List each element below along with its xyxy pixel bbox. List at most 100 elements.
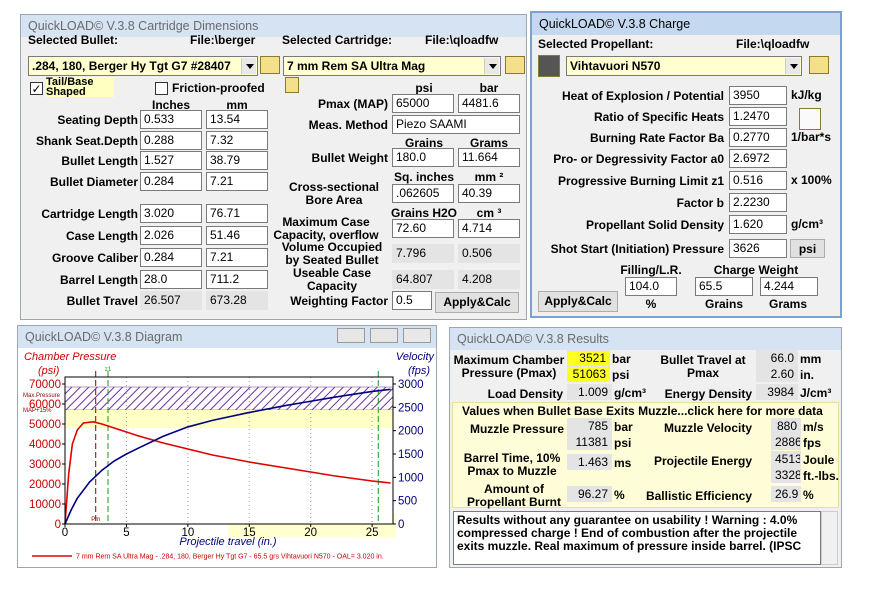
input-field[interactable]: 76.71 [206,204,268,223]
input-field[interactable]: 4.714 [458,219,520,238]
input-field[interactable]: Piezo SAAMI [392,115,520,134]
input-field[interactable]: 28.0 [140,270,202,289]
input-field[interactable]: 180.0 [392,148,454,167]
label: psi [415,81,433,95]
dropdown-arrow[interactable] [241,58,256,74]
label: Charge Weight [713,263,799,277]
input-field[interactable]: 26.507 [140,291,202,310]
input-field[interactable]: 104.0 [625,277,677,296]
apply-button[interactable]: Apply&Calc [538,291,618,312]
input-field[interactable]: 0.288 [140,131,202,150]
scrollbar[interactable] [821,511,838,565]
input-field[interactable]: 7.21 [206,248,268,267]
unit: x 100% [791,173,832,187]
label: Grains [404,136,443,150]
input-field[interactable]: 0.284 [140,248,202,267]
input-field[interactable]: 3626 [729,239,787,258]
unit: mm [800,352,822,366]
input-field[interactable]: 40.39 [458,184,520,203]
label: Volume Occupied by Seated Bullet [281,240,383,267]
folder-button[interactable] [809,56,829,74]
input-field[interactable]: 1.620 [729,215,787,234]
unit: g/cm³ [791,217,824,231]
input-field[interactable]: 65.5 [695,277,753,296]
label: bar [479,81,499,95]
label: Bullet Diameter [49,175,138,189]
minimize-button[interactable] [337,328,365,343]
dropdown[interactable]: Vihtavuori N570 [566,56,802,76]
section-header[interactable]: Values when Bullet Base Exits Muzzle...c… [462,404,823,418]
input-field[interactable]: 51.46 [206,226,268,245]
input-field: 26.9 [771,486,801,502]
input-field[interactable]: 7.796 [392,244,454,263]
input-field[interactable]: 1.2470 [729,107,787,126]
calc-icon[interactable] [285,77,299,93]
unit: ms [614,456,632,470]
input-field[interactable]: .062605 [392,184,454,203]
input-field[interactable]: 2.2230 [729,193,787,212]
plot-icon[interactable] [799,108,821,130]
unit: in. [800,368,814,382]
label: Burning Rate Factor Ba [589,131,724,145]
input-field[interactable]: 0.2770 [729,128,787,147]
title-bar: QuickLOAD© V.3.8 Charge [532,13,840,35]
input-field[interactable]: 2.026 [140,226,202,245]
dropdown[interactable]: .284, 180, Berger Hy Tgt G7 #28407 [28,56,258,76]
input-field: 66.0 [756,350,798,366]
input-field[interactable]: 1.527 [140,151,202,170]
label: Maximum Case Capacity, overflow [273,215,379,242]
input-field[interactable]: 72.60 [392,219,454,238]
input-field[interactable]: 3.020 [140,204,202,223]
apply-button[interactable]: Apply&Calc [435,292,519,313]
input-field[interactable]: 711.2 [206,270,268,289]
input-field[interactable]: 11.664 [458,148,520,167]
folder-button[interactable] [260,56,280,74]
message-box[interactable]: Results without any guarantee on usabili… [453,511,821,565]
input-field[interactable]: 0.516 [729,171,787,190]
unit: bar [614,420,633,434]
close-button[interactable] [403,328,431,343]
unit-button[interactable]: psi [790,239,825,258]
input-field[interactable]: 0.284 [140,172,202,191]
input-field[interactable]: 0.506 [458,244,520,263]
input-field[interactable]: 0.5 [392,291,432,310]
input-field[interactable]: 3950 [729,86,787,105]
dropdown[interactable]: 7 mm Rem SA Ultra Mag [283,56,501,76]
label: Grains [704,297,743,311]
label: Energy Density [664,387,752,401]
label: Selected Bullet: [28,33,119,47]
input-field[interactable]: 64.807 [392,270,454,289]
maximize-button[interactable] [370,328,398,343]
label: Case Length [65,229,138,243]
input-field[interactable]: 38.79 [206,151,268,170]
propellant-icon [538,55,560,77]
input-field[interactable]: 65000 [392,94,454,113]
label: Barrel Length [59,273,138,287]
unit: % [614,488,625,502]
input-field[interactable]: 7.21 [206,172,268,191]
dropdown-arrow[interactable] [785,58,800,74]
checkbox[interactable] [155,82,168,95]
input-field[interactable]: 7.32 [206,131,268,150]
unit: psi [614,436,632,450]
input-field[interactable]: 13.54 [206,110,268,129]
label: mm [226,98,248,112]
input-field[interactable]: 0.533 [140,110,202,129]
input-field[interactable]: 4481.6 [458,94,520,113]
input-field[interactable]: 2.6972 [729,149,787,168]
label: Cross-sectional Bore Area [288,180,380,207]
diagram-window: QuickLOAD© V.3.8 Diagram [17,325,437,568]
input-field[interactable]: 673.28 [206,291,268,310]
label: Heat of Explosion / Potential [561,89,724,103]
dropdown-arrow[interactable] [484,58,499,74]
input-field[interactable]: 4.244 [760,277,818,296]
label: Muzzle Velocity [663,421,752,435]
checkbox[interactable]: ✓ [30,82,43,96]
label: File:\qloadfw [425,33,499,47]
label: Load Density [487,387,563,401]
folder-button[interactable] [505,56,525,74]
input-field[interactable]: 4.208 [458,270,520,289]
checkbox-label: Tail/Base Shaped [46,77,114,97]
